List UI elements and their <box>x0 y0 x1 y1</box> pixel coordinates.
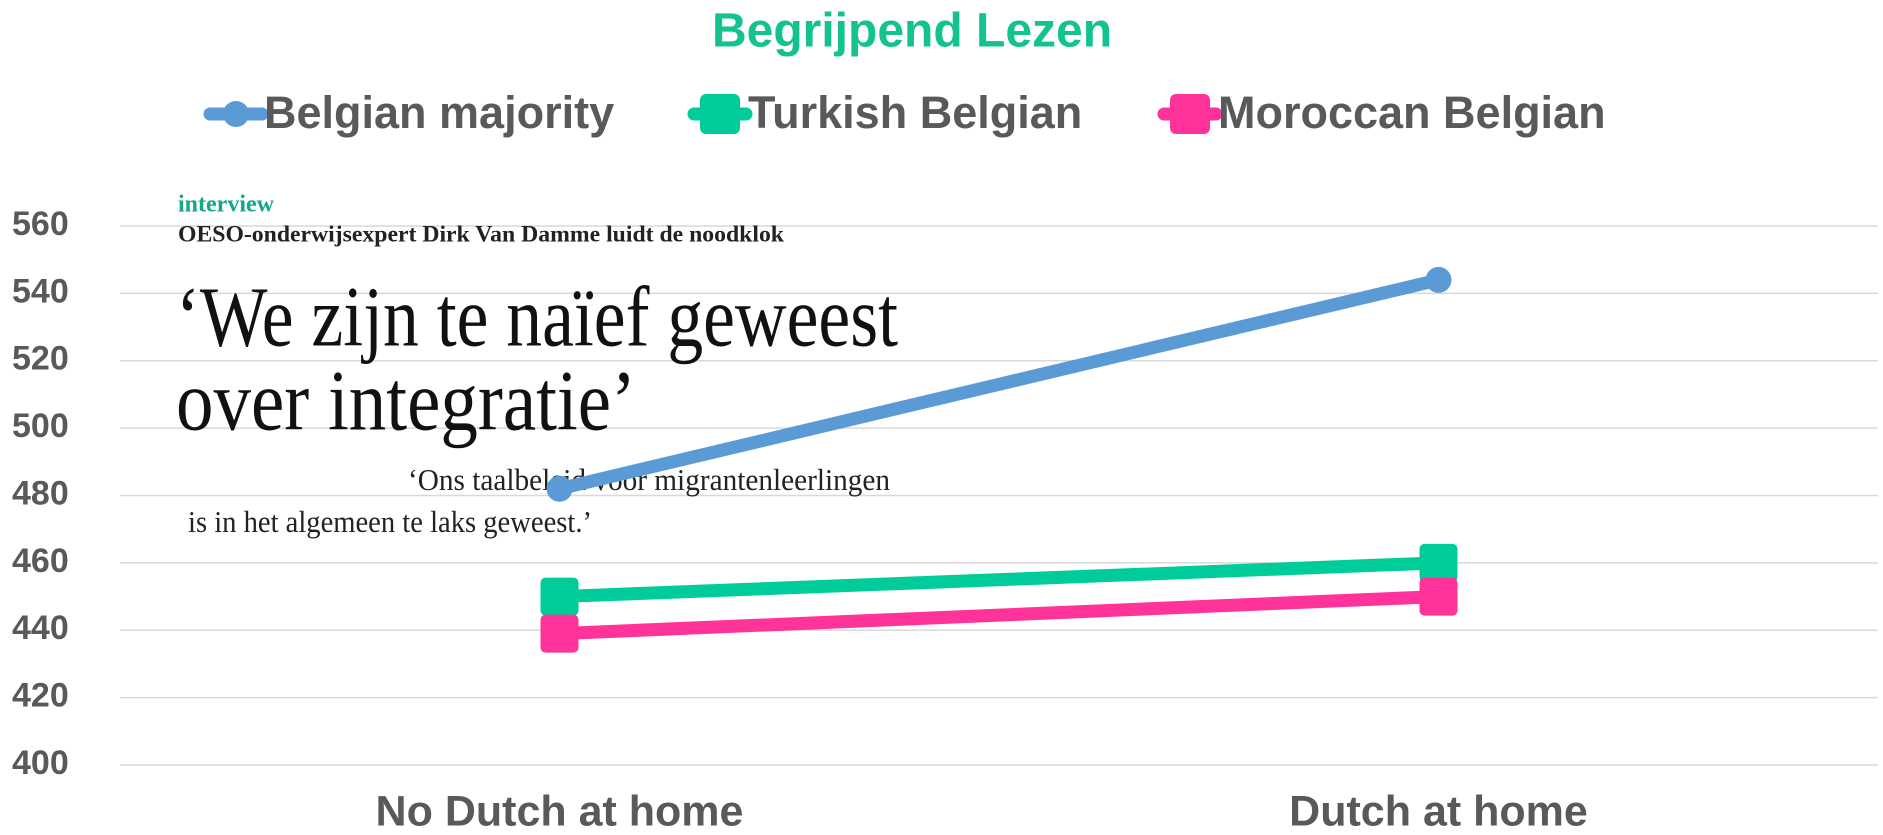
data-point <box>1420 544 1458 582</box>
chart: Begrijpend Lezen 400 420 440 460 480 500 520 54… <box>0 0 1883 835</box>
clipping-headline: ‘We zijn te naïef geweest <box>176 269 898 365</box>
legend-label: Belgian majority <box>264 87 614 138</box>
x-tick-label: Dutch at home <box>1289 787 1588 835</box>
y-tick-label: 480 <box>12 474 69 512</box>
x-tick-label: No Dutch at home <box>376 787 744 835</box>
data-point <box>1426 267 1452 293</box>
y-tick-label: 540 <box>12 272 69 310</box>
data-point <box>547 476 573 502</box>
y-tick-label: 460 <box>12 542 69 580</box>
series-line <box>560 563 1439 597</box>
legend-label: Turkish Belgian <box>748 87 1082 138</box>
legend-marker <box>700 94 740 134</box>
data-point <box>541 615 579 653</box>
y-tick-label: 420 <box>12 677 69 715</box>
data-point <box>1420 578 1458 616</box>
series-line <box>560 597 1439 634</box>
data-point <box>541 578 579 616</box>
newspaper-clipping: interview OESO-onderwijsexpert Dirk Van … <box>176 192 898 540</box>
y-tick-label: 400 <box>12 744 69 782</box>
clipping-headline: over integratie’ <box>176 353 636 449</box>
legend-marker <box>223 101 249 127</box>
clipping-quote: is in het algemeen te laks geweest.’ <box>188 504 592 539</box>
chart-title: Begrijpend Lezen <box>712 5 1112 58</box>
y-tick-label: 520 <box>12 340 69 378</box>
y-tick-label: 440 <box>12 609 69 647</box>
legend-label: Moroccan Belgian <box>1218 87 1606 138</box>
clipping-subtitle: OESO-onderwijsexpert Dirk Van Damme luid… <box>178 221 784 246</box>
legend-marker <box>1170 94 1210 134</box>
clipping-label: interview <box>178 192 275 218</box>
y-tick-label: 560 <box>12 205 69 243</box>
y-tick-label: 500 <box>12 407 69 445</box>
